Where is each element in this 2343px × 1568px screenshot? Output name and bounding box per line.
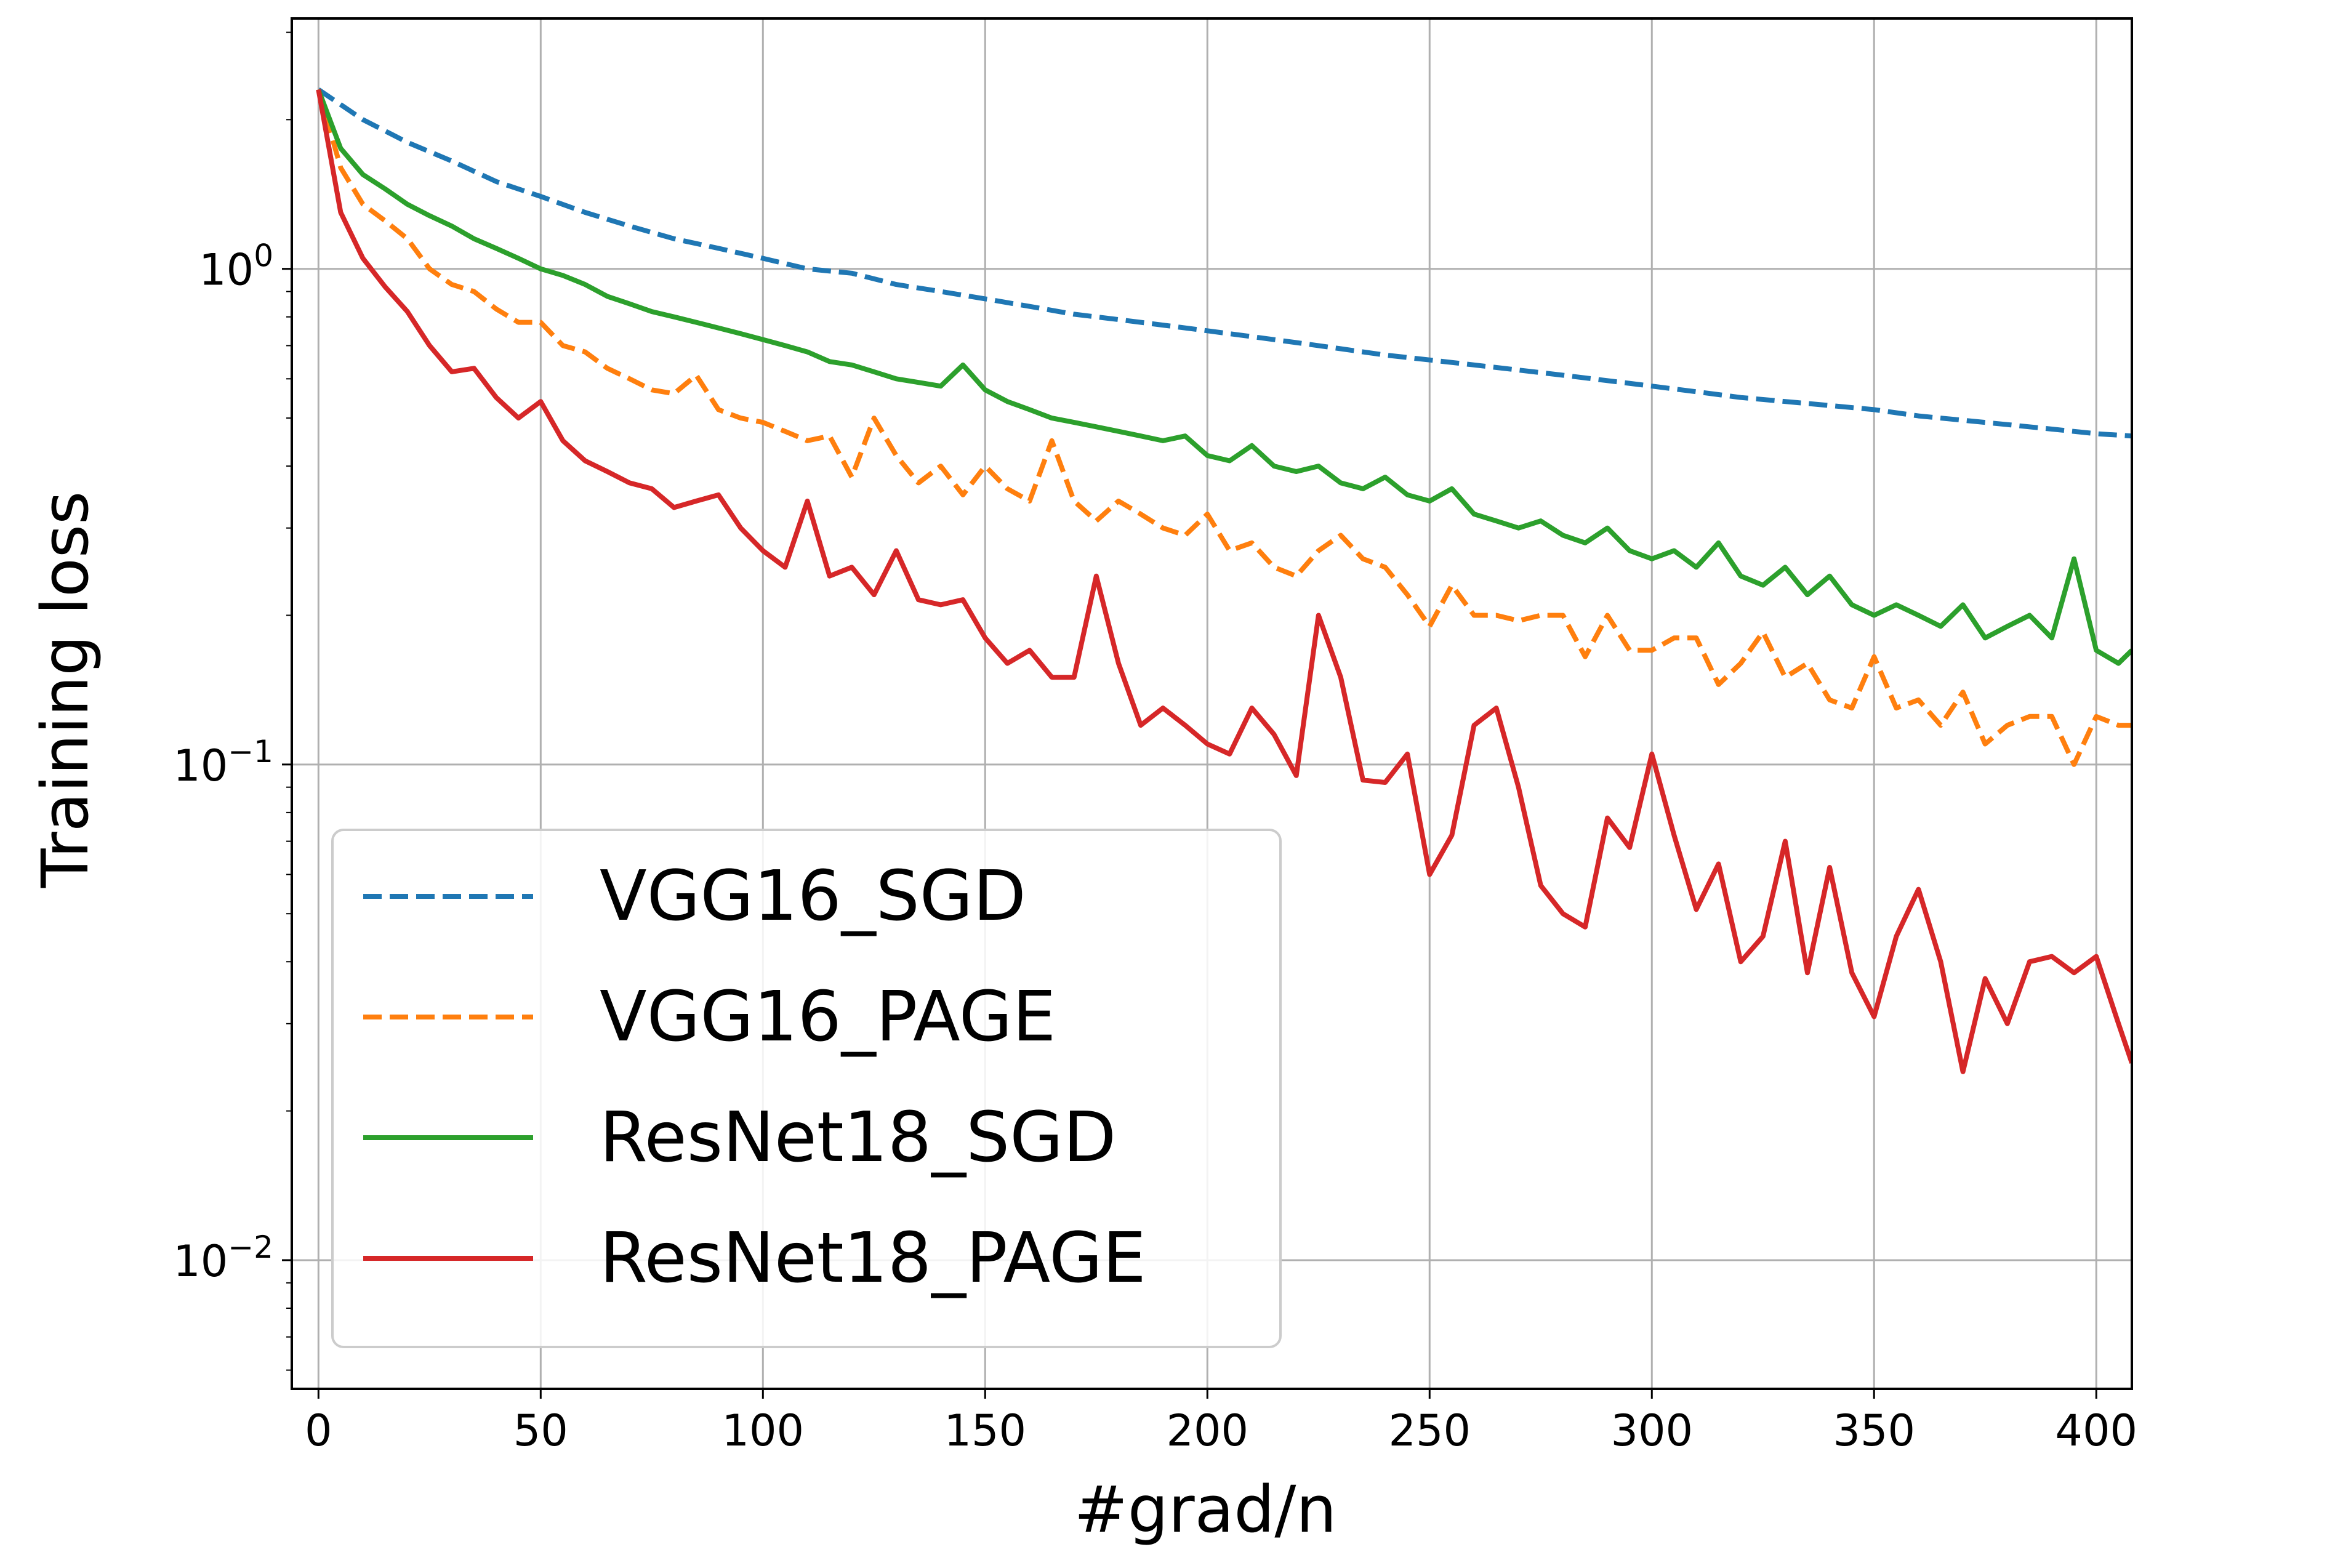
series-line-resnet18-sgd <box>316 89 2132 666</box>
x-tick-label: 150 <box>944 1405 1026 1456</box>
legend-box <box>331 829 1282 1348</box>
x-tick-label: 300 <box>1610 1405 1693 1456</box>
legend-label: VGG16_PAGE <box>600 977 1056 1057</box>
series-line-vgg16-sgd <box>317 87 2132 439</box>
x-tick-label: 50 <box>513 1405 568 1456</box>
x-tick-label: 350 <box>1833 1405 1915 1456</box>
legend: VGG16_SGD VGG16_PAGE ResNet18_SGD ResNet18_… <box>331 829 1282 1348</box>
legend-label: ResNet18_PAGE <box>600 1218 1146 1298</box>
x-tick-label: 0 <box>305 1405 332 1456</box>
plot-frame <box>291 17 2133 1390</box>
legend-items: VGG16_SGD VGG16_PAGE ResNet18_SGD ResNet18_… <box>363 856 1146 1298</box>
y-axis-ticks: 100 10−1 10−2 <box>173 31 292 1371</box>
y-tick-label: 100 <box>199 238 273 296</box>
x-tick-label: 400 <box>2055 1405 2137 1456</box>
grid <box>292 18 2132 1389</box>
x-tick-label: 200 <box>1166 1405 1248 1456</box>
legend-label: VGG16_SGD <box>600 856 1026 936</box>
x-tick-label: 100 <box>721 1405 804 1456</box>
x-tick-label: 250 <box>1388 1405 1471 1456</box>
legend-label: ResNet18_SGD <box>600 1098 1116 1178</box>
y-tick-label: 10−1 <box>173 734 273 791</box>
x-axis-ticks: 0 50 100 150 200 250 300 350 400 <box>305 1389 2137 1456</box>
series-lines <box>316 87 2132 1074</box>
x-axis-label: #grad/n <box>1074 1472 1337 1547</box>
y-axis-label: Training loss <box>28 491 103 888</box>
y-tick-label: 10−2 <box>173 1229 273 1287</box>
series-line-resnet18-page <box>316 89 2132 1074</box>
